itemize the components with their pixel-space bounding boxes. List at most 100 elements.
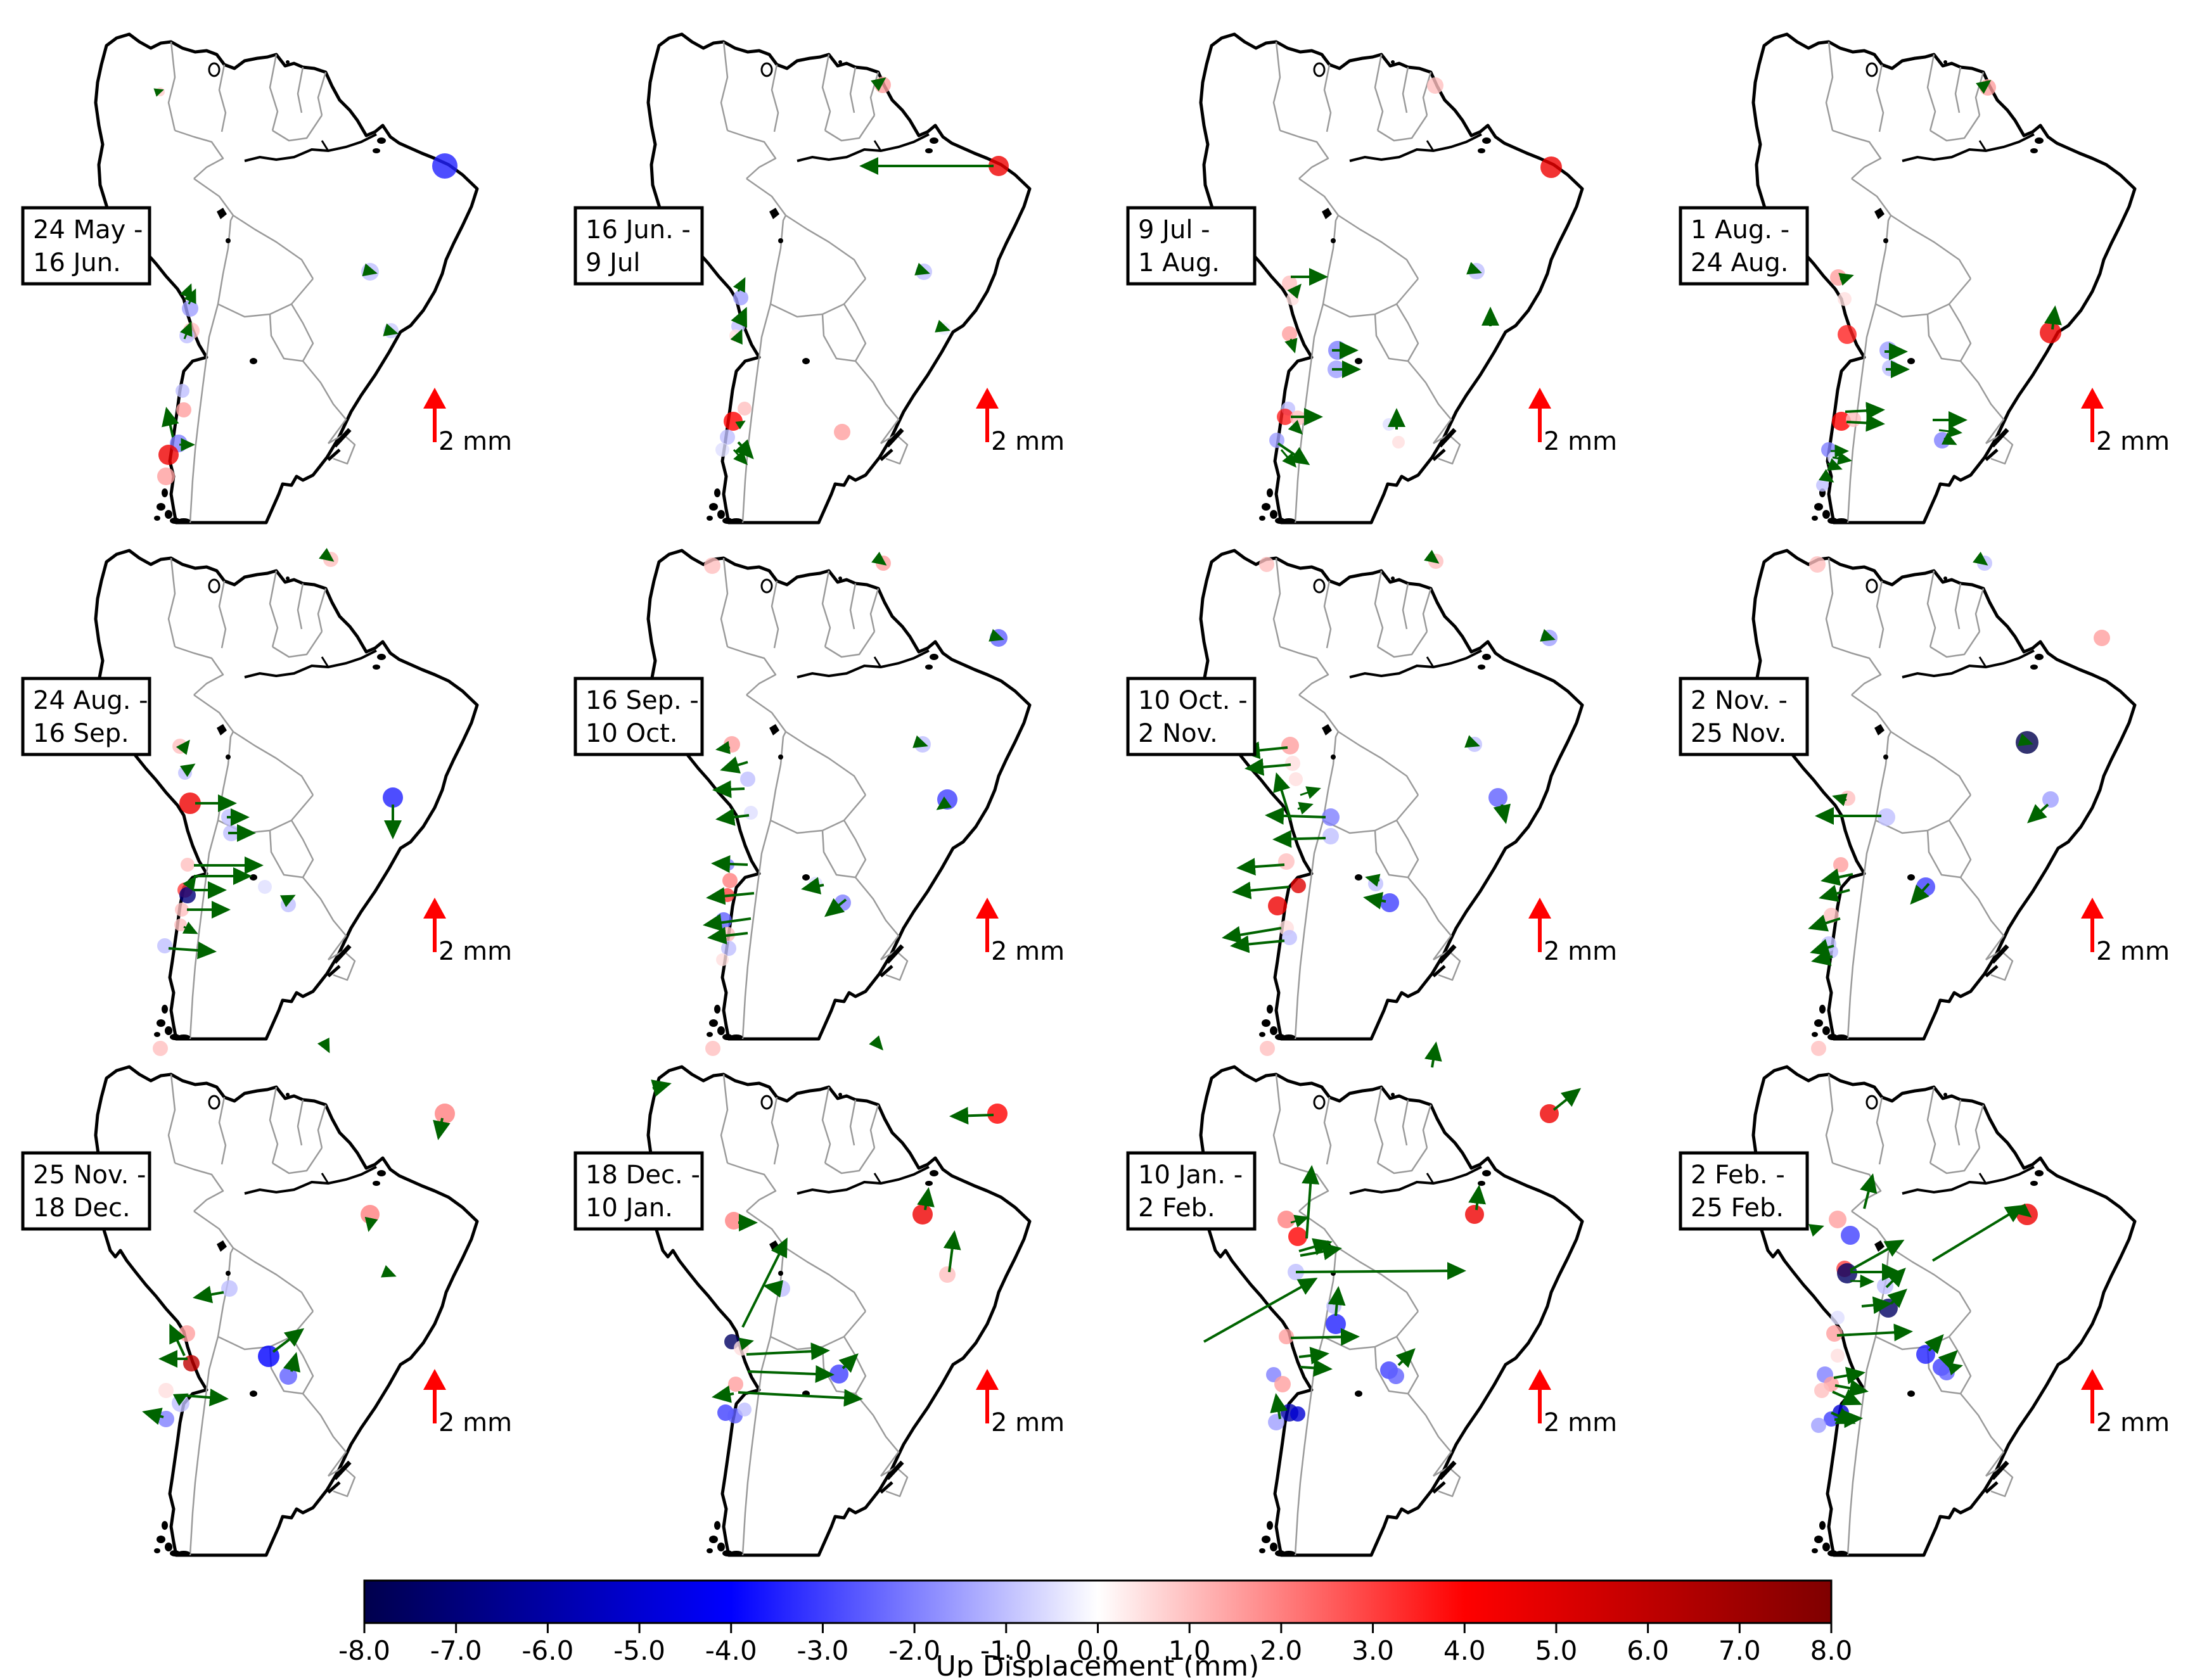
date-label: 1 Aug. -24 Aug. [1691,215,1789,277]
colorbar-ticks: -8.0 -7.0 -6.0 -5.0 -4.0 -3.0 -2.0 -1.0 0.0 1.0 2.… [338,1623,1852,1666]
velocity-arrow [1811,948,1833,966]
displacement-dot [1277,1211,1295,1228]
colorbar-tick-label: 5.0 [1535,1635,1578,1666]
displacement-dot [1322,808,1340,826]
displacement-dot [989,156,1009,176]
velocity-arrow [1838,272,1854,286]
velocity-arrow [2018,733,2033,746]
velocity-arrow [184,1389,229,1406]
colorbar-tick-label: 3.0 [1352,1635,1394,1666]
date-label-box [573,677,704,756]
displacement-dot [2040,322,2061,343]
velocity-arrow [1846,414,1885,432]
displacement-dot [1540,156,1562,178]
displacement-dot [1281,737,1299,754]
map-panel: 24 May -16 Jun. 2 mm [21,34,512,524]
colorbar: -8.0 -7.0 -6.0 -5.0 -4.0 -3.0 -2.0 -1.0 0.0 1.0 2.… [338,1579,1852,1680]
velocity-arrow [2044,305,2062,330]
velocity-arrow [1232,881,1289,900]
velocity-arrow [1365,874,1381,887]
velocity-arrow [1850,1274,1874,1288]
displacement-dot [1278,853,1295,870]
displacement-dot [1809,556,1826,573]
velocity-arrow [1850,1240,1905,1271]
velocity-arrow [949,1107,994,1125]
south-america-map [1753,1067,2135,1556]
displacement-dot [258,880,272,894]
velocity-arrow [1280,449,1296,468]
date-label: 25 Nov. -18 Dec. [33,1161,146,1223]
velocity-arrow [763,1280,784,1298]
velocity-arrow [735,420,746,430]
scale-arrow-label: 2 mm [2096,427,2170,456]
velocity-arrow [182,921,198,934]
velocity-arrow [180,321,193,340]
south-america-map [96,1067,477,1556]
velocity-arrow [1295,1262,1466,1280]
displacement-dot [829,1365,848,1384]
colorbar-tick-label: -6.0 [522,1635,573,1666]
date-label: 24 Aug. -16 Sep. [33,686,148,748]
velocity-arrow [912,735,928,748]
date-label-box [1126,206,1257,286]
displacement-dot [725,1212,743,1230]
displacement-dot [1282,326,1297,341]
velocity-arrow [2027,803,2049,824]
displacement-dot [2042,791,2059,808]
displacement-dot [157,468,175,485]
date-label-box [573,206,704,286]
velocity-arrow [936,796,952,810]
velocity-arrow [720,756,748,773]
displacement-dot [1322,828,1339,844]
velocity-arrow [914,262,930,276]
displacement-dot [1383,418,1395,431]
velocity-arrow [712,1385,734,1403]
displacement-dot [715,443,729,457]
date-label: 2 Feb. -25 Feb. [1691,1161,1785,1223]
velocity-arrow [1287,283,1302,299]
colorbar-tick-label: 0.0 [1077,1635,1119,1666]
displacement-dot [1838,325,1857,344]
displacement-dot [738,402,752,416]
date-label: 9 Jul -1 Aug. [1138,215,1220,277]
velocity-arrow [1832,1389,1862,1406]
velocity-arrow [1363,892,1386,910]
velocity-arrow [169,1323,186,1356]
south-america-map [648,550,1030,1040]
displacement-dot [1268,896,1287,915]
velocity-arrow [272,1328,305,1353]
velocity-arrow [162,407,179,438]
velocity-arrow [733,449,748,466]
scale-arrow-label: 2 mm [438,427,512,456]
displacement-dot [279,1367,297,1385]
displacement-dot [722,873,738,888]
velocity-arrow [1808,1224,1824,1237]
velocity-arrow [1395,1348,1416,1368]
displacement-dot [724,736,740,753]
velocity-arrow [917,1187,935,1211]
velocity-arrow [283,1352,301,1373]
displacement-dot [183,1355,200,1371]
map-panel: 16 Sep. -10 Oct. 2 mm [573,550,1065,1040]
displacement-dot [740,772,755,787]
displacement-dot [912,1204,933,1225]
velocity-arrow [1887,1289,1907,1308]
date-label-box [1126,1151,1257,1231]
velocity-arrow [1860,1173,1878,1209]
velocity-arrow [1910,882,1930,905]
displacement-dot [1274,1376,1291,1392]
displacement-dot [1846,412,1861,427]
displacement-dot [181,858,195,872]
velocity-arrow [738,1337,754,1351]
displacement-dot [1286,293,1299,305]
velocity-arrow [1976,80,1992,94]
displacement-dot [383,787,403,808]
displacement-dot [153,1041,168,1056]
velocity-arrow [824,898,847,917]
velocity-arrow [1938,424,1962,438]
velocity-arrow [176,739,190,755]
displacement-dot [156,87,165,96]
colorbar-tick-label: 6.0 [1627,1635,1669,1666]
date-label-box [21,1151,151,1231]
scale-arrow-label: 2 mm [1544,427,1617,456]
